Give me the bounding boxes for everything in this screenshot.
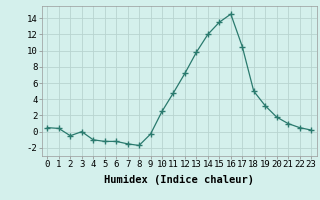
- X-axis label: Humidex (Indice chaleur): Humidex (Indice chaleur): [104, 175, 254, 185]
